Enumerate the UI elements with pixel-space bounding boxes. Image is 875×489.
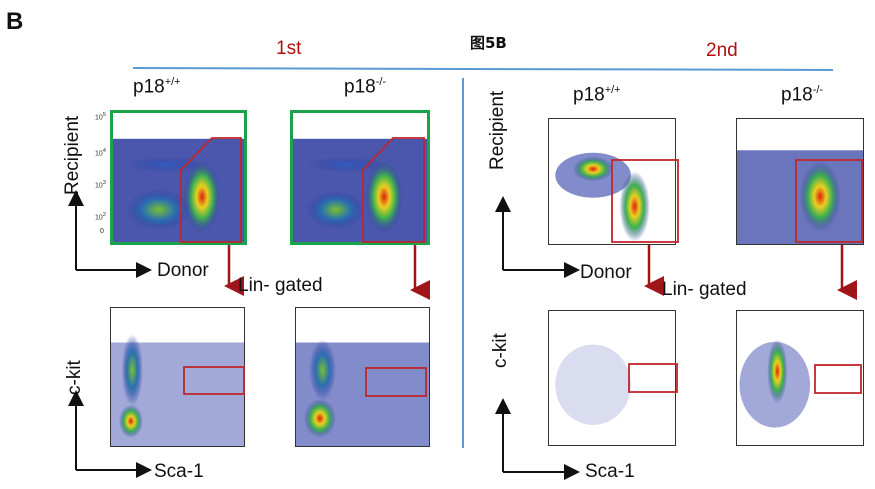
x-axis-label-donor-2nd: Donor: [580, 262, 632, 283]
flow-plot-1st-wt-lin: [110, 307, 245, 447]
flow-plot-2nd-wt-lin: [548, 310, 676, 446]
figure-title: 图5B: [470, 34, 507, 52]
flow-plot-2nd-ko-donor: [736, 118, 864, 245]
flow-plot-1st-ko-donor: [290, 110, 430, 245]
x-axis-label-donor-1st: Donor: [157, 260, 209, 281]
x-axis-label-sca1-1st: Sca-1: [154, 461, 204, 482]
flow-plot-1st-wt-donor: [110, 110, 247, 245]
tick-label: 104: [95, 148, 107, 158]
round-1st-label: 1st: [276, 38, 302, 59]
x-axis-label-sca1-2nd: Sca-1: [585, 461, 635, 482]
tick-label: 102: [95, 212, 107, 222]
round-2nd-label: 2nd: [706, 40, 738, 61]
genotype-label-1st-ko: p18-/-: [344, 76, 387, 98]
gate-label-2nd: Lin- gated: [662, 279, 747, 300]
flow-plot-1st-ko-lin: [295, 307, 430, 447]
tick-label: 0: [100, 228, 104, 235]
genotype-label-1st-wt: p18+/+: [133, 76, 181, 98]
tick-label: 105: [95, 112, 107, 122]
gate-label-1st: Lin- gated: [238, 275, 323, 296]
genotype-label-2nd-ko: p18-/-: [781, 84, 824, 106]
genotype-label-2nd-wt: p18+/+: [573, 84, 621, 106]
flow-plot-2nd-ko-lin: [736, 310, 864, 446]
tick-label: 103: [95, 180, 107, 190]
panel-letter: B: [6, 8, 24, 35]
